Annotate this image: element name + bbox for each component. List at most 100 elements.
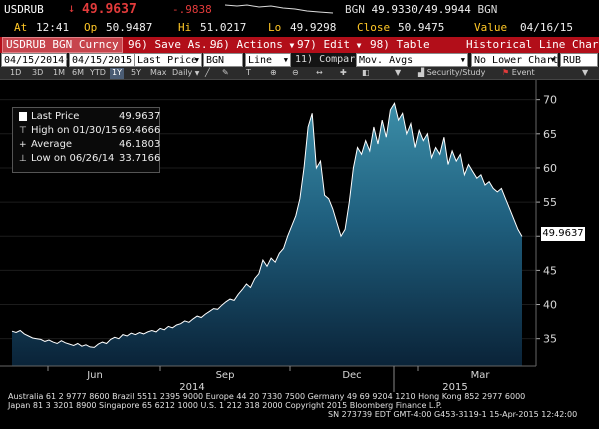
price-line: [11, 102, 523, 348]
chevron-down-icon[interactable]: ▼: [395, 68, 402, 77]
period-ytd[interactable]: YTD: [90, 68, 106, 77]
chevron-down-icon: ▼: [289, 41, 295, 50]
x-tick-label: Jun: [86, 370, 103, 381]
start-date-input[interactable]: 04/15/2014: [1, 53, 68, 67]
function-toolbar: USDRUB BGN Curncy 96) Save As... 96) Act…: [0, 37, 599, 53]
measure-tool-icon[interactable]: ↔: [316, 68, 323, 77]
x-tick-label: Sep: [216, 370, 235, 381]
chevron-down-icon: ▼: [550, 56, 555, 64]
price-type-select[interactable]: Last Price ▼: [134, 53, 202, 67]
footer-line-1: Australia 61 2 9777 8600 Brazil 5511 239…: [8, 392, 526, 401]
end-date-input[interactable]: 04/15/2015: [69, 53, 136, 67]
save-as-label: Save As...: [154, 38, 221, 51]
price-change: -.9838: [172, 3, 212, 16]
legend-low: ⊥ Low on 06/26/14 33.7166: [19, 153, 160, 165]
legend-high-value: 69.4666: [119, 125, 161, 136]
compare-select[interactable]: Mov. Avgs ▼: [356, 53, 468, 67]
event-button[interactable]: ⚑ Event: [502, 68, 535, 77]
y-tick-label: 45: [543, 264, 557, 277]
security-study-button[interactable]: ▟ Security/Study: [418, 68, 485, 77]
ticker: USDRUB: [4, 3, 44, 16]
text-tool-icon[interactable]: T: [246, 68, 251, 77]
edit-number: 97): [297, 38, 317, 51]
table-number: 98): [370, 38, 390, 51]
flag-icon: ⚑: [502, 68, 510, 77]
chevron-down-icon: ▼: [283, 56, 288, 64]
period-1d[interactable]: 1D: [10, 68, 22, 77]
y-tick-label: 65: [543, 128, 557, 141]
zoom-out-icon[interactable]: ⊖: [292, 68, 299, 77]
x-year-label: 2014: [179, 382, 204, 392]
chart-icon: ▟: [418, 68, 425, 77]
chevron-down-icon[interactable]: ▼: [582, 68, 589, 77]
bid-ask: BGN 49.9330/49.9944 BGN: [345, 3, 497, 16]
zoom-in-icon[interactable]: ⊕: [270, 68, 277, 77]
edit-label: Edit: [323, 38, 351, 51]
last-price: 49.9637: [82, 2, 137, 17]
period-1y[interactable]: 1Y: [110, 68, 124, 79]
crosshair-icon[interactable]: ✚: [340, 68, 347, 77]
currency-select[interactable]: RUB: [560, 53, 598, 67]
period-5y[interactable]: 5Y: [131, 68, 141, 77]
footer-line-2: Japan 81 3 3201 8900 Singapore 65 6212 1…: [8, 401, 443, 410]
annotation-tool-icon[interactable]: ✎: [222, 68, 229, 77]
average-marker-icon: +: [19, 140, 27, 150]
save-as-button[interactable]: 96) Save As...: [128, 38, 221, 51]
x-axis: Jun Sep Dec Mar 2014 2015: [0, 365, 536, 392]
high-value: 51.0217: [200, 21, 247, 34]
camera-icon[interactable]: ◧: [362, 68, 370, 77]
last-price-swatch-icon: [19, 112, 27, 121]
source-input[interactable]: BGN: [203, 53, 243, 67]
y-tick-label: 35: [543, 333, 557, 346]
period-6m[interactable]: 6M: [72, 68, 84, 77]
x-year-label: 2015: [442, 382, 467, 392]
x-tick-label: Mar: [471, 370, 491, 381]
bid-ask-source: BGN: [345, 3, 365, 16]
lower-chart-select[interactable]: No Lower Chart ▼: [471, 53, 558, 67]
line-tool-icon[interactable]: ╱: [205, 68, 210, 77]
legend-average: + Average 46.1803: [19, 139, 161, 151]
lower-chart-value: No Lower Chart: [474, 55, 559, 66]
y-tick-label: 40: [543, 299, 557, 312]
chart-title: Historical Line Chart: [466, 38, 599, 51]
actions-number: 96): [210, 38, 230, 51]
intraday-sparkline: [225, 4, 334, 14]
close-value: 50.9475: [398, 21, 445, 34]
table-button[interactable]: 98) Table: [370, 38, 430, 51]
compare-label: Compare: [319, 54, 362, 65]
value-date-label: Value: [474, 21, 508, 34]
legend-average-value: 46.1803: [119, 139, 161, 150]
edit-button[interactable]: 97) Edit ▼: [297, 38, 361, 51]
date-separator: -: [63, 54, 70, 65]
price-area: [12, 103, 522, 367]
low-label: Lo: [268, 21, 282, 34]
low-marker-icon: ⊥: [19, 154, 27, 164]
chart-params: 04/15/2014 - 04/15/2015 Last Price ▼ BGN…: [0, 53, 599, 67]
legend-average-label: Average: [31, 139, 73, 150]
frequency-select[interactable]: Daily ▼: [172, 68, 199, 79]
period-3d[interactable]: 3D: [32, 68, 44, 77]
actions-button[interactable]: 96) Actions ▼: [210, 38, 294, 51]
legend-high-label: High on 01/30/15: [31, 125, 118, 136]
at-label: At: [14, 21, 28, 34]
quote-source: BGN: [477, 3, 498, 16]
period-1m[interactable]: 1M: [53, 68, 65, 77]
compare-control[interactable]: 11) Compare: [295, 53, 361, 67]
security-study-label: Security/Study: [426, 68, 486, 77]
x-tick-label: Dec: [342, 370, 361, 381]
quote-details: At 12:41 Op 50.9487 Hi 51.0217 Lo 49.929…: [0, 20, 599, 37]
chevron-down-icon: ▼: [194, 70, 200, 77]
security-field[interactable]: USDRUB BGN Curncy: [2, 37, 123, 53]
legend-low-label: Low on 06/26/14: [31, 153, 115, 164]
period-max[interactable]: Max: [150, 68, 167, 77]
actions-label: Actions: [236, 38, 283, 51]
quote-header: USDRUB ↓ 49.9637 -.9838 BGN 49.9330/49.9…: [0, 0, 599, 20]
legend-last: Last Price 49.9637: [19, 111, 160, 123]
value-date: 04/16/15: [520, 21, 573, 34]
period-bar: 1D 3D 1M 6M YTD 1Y 5Y Max Daily ▼ ╱ ✎ T …: [0, 67, 599, 80]
chart-type-select[interactable]: Line ▼: [245, 53, 291, 67]
y-tick-label: 60: [543, 162, 557, 175]
bid-ask-value: 49.9330/49.9944: [371, 3, 471, 16]
currency-value: RUB: [563, 55, 582, 66]
low-value: 49.9298: [290, 21, 337, 34]
